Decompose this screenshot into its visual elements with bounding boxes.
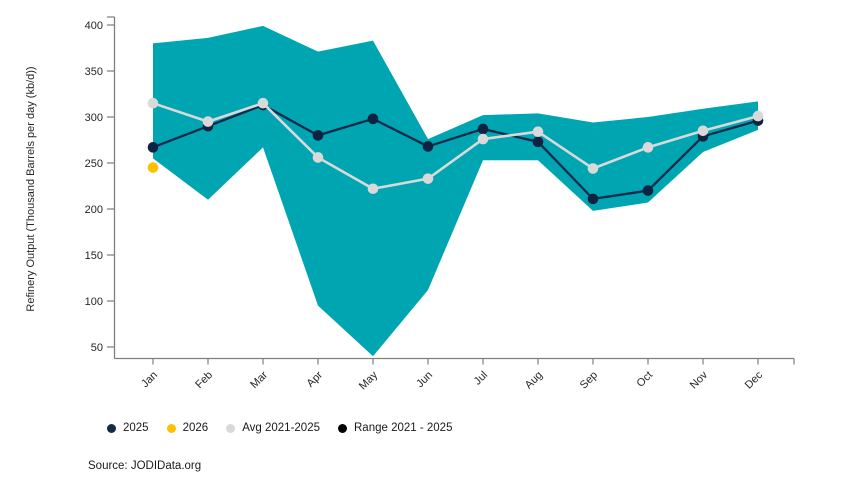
x-tick-label: Feb [193, 369, 215, 391]
data-point-avg-2021-2025 [367, 183, 379, 195]
range-band [153, 25, 758, 357]
y-axis-title: Refinery Output (Thousand Barrels per da… [25, 66, 37, 311]
x-tick-label: Nov [688, 369, 711, 392]
data-point-avg-2021-2025 [752, 110, 764, 122]
legend-item-avg-2021-2025: Avg 2021-2025 [226, 422, 320, 434]
x-tick-label: Jun [414, 369, 435, 390]
data-point-2025 [532, 136, 544, 148]
y-tick-label: 300 [85, 112, 103, 124]
refinery-output-chart: 50 100 150 200 250 300 350 400 Jan Feb Mar Apr May Ju… [25, 16, 795, 393]
data-point-2025 [367, 113, 379, 125]
legend-label: 2025 [123, 422, 149, 434]
legend-marker-icon [338, 423, 347, 433]
x-tick-label: Mar [248, 369, 270, 391]
data-point-avg-2021-2025 [697, 125, 709, 137]
legend-marker-icon [107, 423, 116, 433]
legend-item-range-2021-2025: Range 2021 - 2025 [338, 422, 452, 434]
x-tick-label: Jan [139, 369, 160, 390]
y-tick-label: 200 [85, 204, 103, 216]
y-tick-label: 50 [91, 342, 103, 354]
y-tick-label: 150 [85, 250, 103, 262]
series-line-avg-2021-2025 [152, 101, 759, 191]
data-point-2026 [147, 162, 159, 173]
data-point-2025 [312, 130, 324, 141]
data-point-avg-2021-2025 [147, 97, 159, 109]
legend-label: Avg 2021-2025 [242, 422, 320, 434]
data-point-avg-2021-2025 [257, 97, 269, 109]
data-point-avg-2021-2025 [532, 126, 544, 138]
data-point-2025 [422, 141, 434, 152]
legend-item-2025: 2025 [107, 422, 149, 434]
source-text: Source: JODIData.org [88, 460, 202, 472]
legend-marker-icon [166, 423, 176, 433]
y-tick-label: 350 [85, 66, 103, 78]
data-point-avg-2021-2025 [477, 133, 489, 145]
data-point-2025 [642, 185, 654, 196]
data-point-avg-2021-2025 [422, 173, 434, 184]
data-point-2025 [477, 123, 489, 135]
series-line-2025 [152, 103, 759, 201]
y-tick-label: 250 [85, 158, 103, 170]
data-point-2025 [147, 142, 159, 153]
legend-label: Range 2021 - 2025 [354, 422, 453, 434]
data-point-avg-2021-2025 [587, 163, 599, 174]
x-tick-label: Sep [578, 369, 600, 391]
legend-item-2026: 2026 [166, 422, 209, 434]
x-tick-label: Aug [523, 369, 545, 391]
x-tick-label: May [357, 369, 381, 393]
x-tick-label: Oct [635, 369, 656, 390]
y-tick-label: 100 [85, 296, 103, 308]
data-point-avg-2021-2025 [312, 152, 324, 163]
data-point-avg-2021-2025 [642, 142, 654, 153]
x-tick-label: Apr [305, 369, 326, 390]
legend-marker-icon [226, 423, 236, 433]
data-point-avg-2021-2025 [202, 116, 214, 127]
y-tick-label: 400 [85, 20, 103, 32]
x-tick-label: Jul [472, 369, 490, 387]
legend-label: 2026 [182, 422, 209, 434]
x-tick-label: Dec [743, 369, 766, 392]
chart-legend: 2025 2026 Avg 2021-2025 Range 2021 - 2025 [107, 422, 452, 434]
data-point-2025 [587, 193, 599, 205]
